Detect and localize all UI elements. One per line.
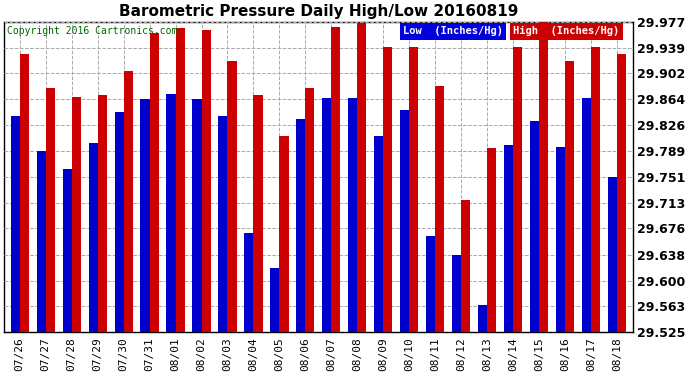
Bar xyxy=(539,22,548,332)
Bar xyxy=(565,61,574,332)
Bar xyxy=(10,116,20,332)
Bar xyxy=(37,151,46,332)
Bar xyxy=(374,136,384,332)
Bar xyxy=(322,98,331,332)
Text: Low  (Inches/Hg): Low (Inches/Hg) xyxy=(403,26,503,36)
Bar xyxy=(124,71,132,332)
Bar xyxy=(166,94,175,332)
Bar xyxy=(591,47,600,332)
Bar xyxy=(452,255,461,332)
Bar xyxy=(426,236,435,332)
Bar xyxy=(504,146,513,332)
Bar xyxy=(435,86,444,332)
Bar xyxy=(141,99,150,332)
Bar xyxy=(244,232,253,332)
Bar xyxy=(348,98,357,332)
Bar xyxy=(608,177,617,332)
Bar xyxy=(150,33,159,332)
Bar xyxy=(530,121,539,332)
Bar xyxy=(478,305,487,332)
Bar xyxy=(384,47,393,332)
Bar xyxy=(193,99,201,332)
Bar xyxy=(175,28,185,332)
Bar xyxy=(63,170,72,332)
Bar xyxy=(487,148,496,332)
Title: Barometric Pressure Daily High/Low 20160819: Barometric Pressure Daily High/Low 20160… xyxy=(119,4,518,19)
Bar xyxy=(115,112,124,332)
Bar xyxy=(46,88,55,332)
Bar xyxy=(461,200,471,332)
Bar xyxy=(88,143,98,332)
Bar xyxy=(400,110,409,332)
Bar xyxy=(582,98,591,332)
Bar xyxy=(357,23,366,332)
Bar xyxy=(306,88,315,332)
Bar xyxy=(201,30,210,332)
Bar xyxy=(219,116,228,332)
Bar xyxy=(279,136,288,332)
Bar xyxy=(270,268,279,332)
Bar xyxy=(253,95,263,332)
Bar xyxy=(72,97,81,332)
Bar xyxy=(513,47,522,332)
Bar xyxy=(409,47,418,332)
Text: High  (Inches/Hg): High (Inches/Hg) xyxy=(513,26,620,36)
Bar xyxy=(98,95,107,332)
Bar xyxy=(331,27,340,332)
Text: Copyright 2016 Cartronics.com: Copyright 2016 Cartronics.com xyxy=(8,26,178,36)
Bar xyxy=(228,61,237,332)
Bar xyxy=(617,54,626,332)
Bar xyxy=(556,147,565,332)
Bar xyxy=(296,119,306,332)
Bar xyxy=(20,54,29,332)
